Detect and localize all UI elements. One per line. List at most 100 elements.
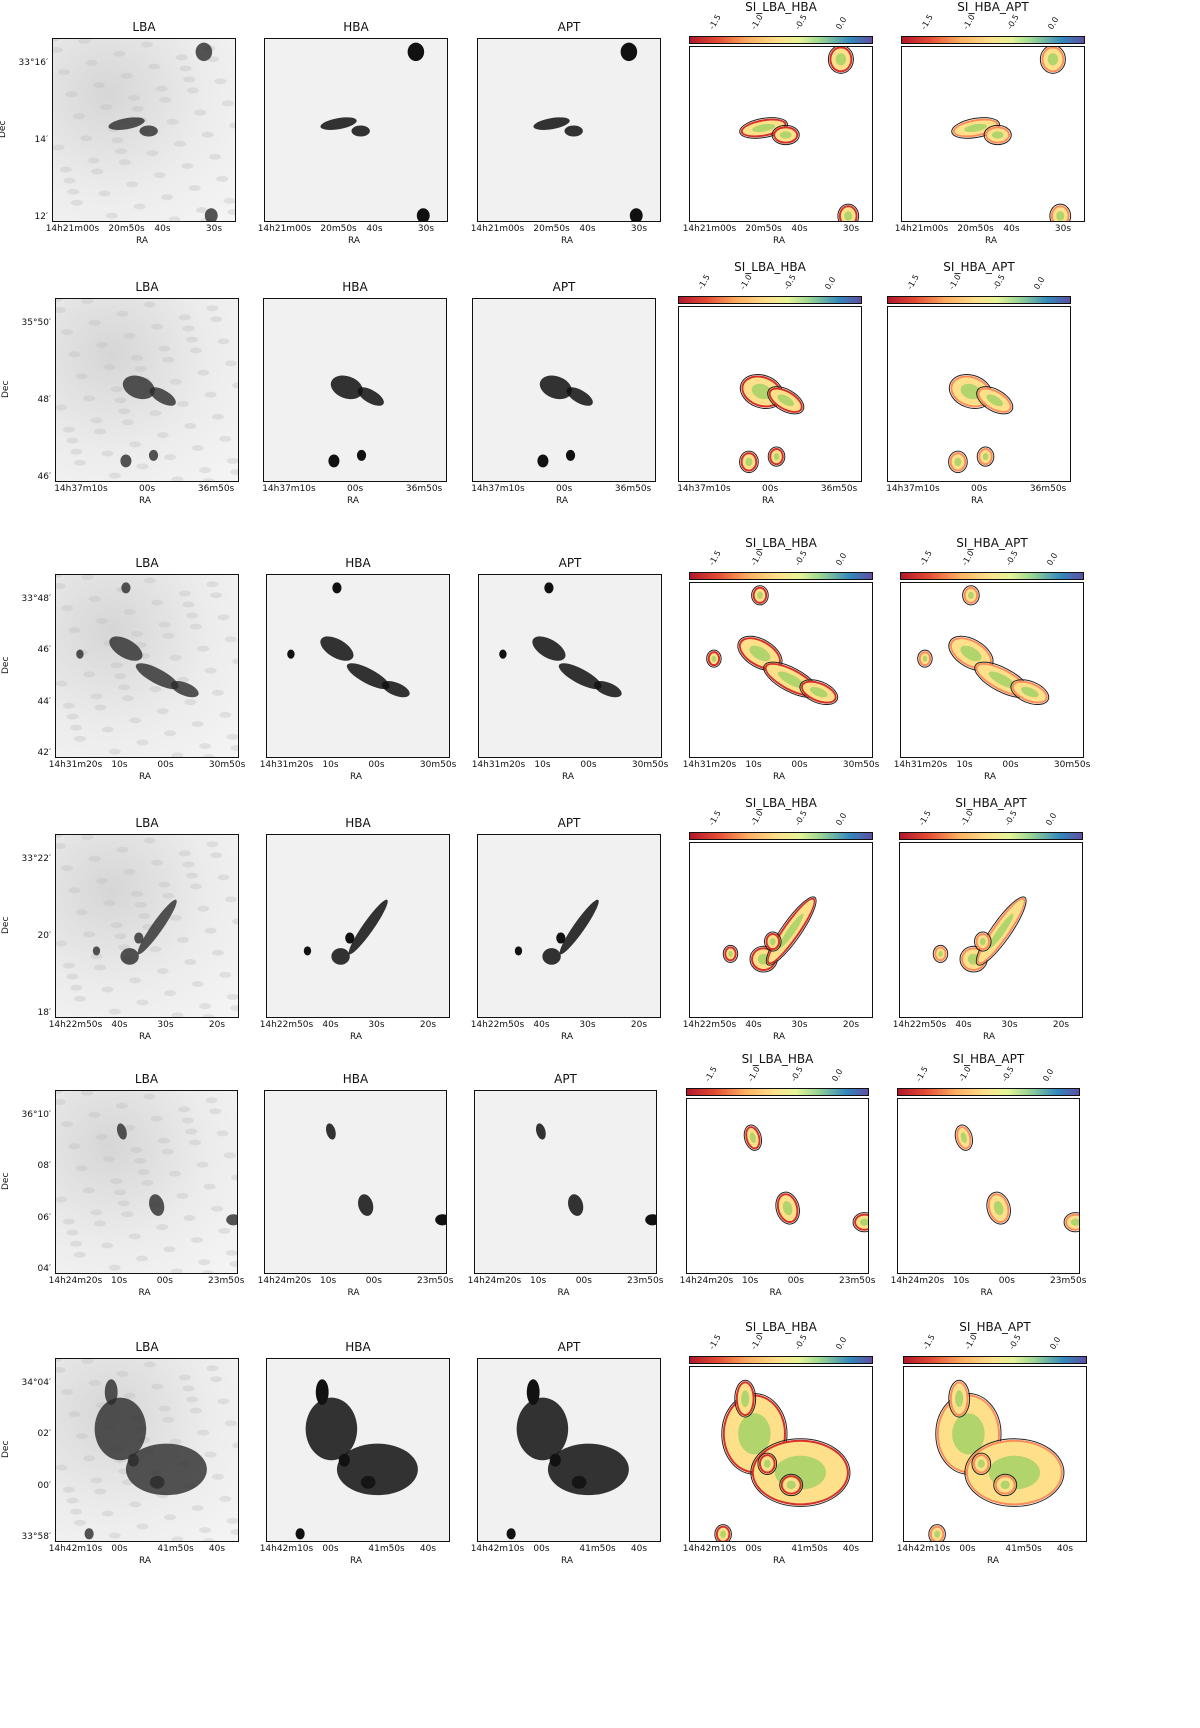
noise-speckle: [110, 1178, 123, 1185]
x-tick-label: 00s: [347, 484, 364, 494]
colorbar-tick-label: -0.5: [1004, 548, 1020, 567]
si-region-flat: [749, 1132, 757, 1144]
noise-speckle: [68, 351, 81, 358]
noise-speckle: [205, 1097, 218, 1104]
noise-speckle: [202, 1538, 215, 1541]
point-source: [204, 208, 218, 221]
panel-title: APT: [554, 1072, 577, 1086]
noise-speckle: [96, 342, 108, 348]
colorbar-tick-label: 0.0: [1031, 275, 1046, 291]
noise-speckle: [211, 1205, 224, 1212]
extended-emission: [539, 375, 572, 400]
radio-image: [477, 38, 661, 222]
noise-speckle: [197, 645, 210, 652]
extended-emission: [535, 1123, 546, 1140]
noise-speckle: [182, 325, 195, 332]
y-tick-label: 33°16′: [18, 58, 48, 68]
noise-speckle: [56, 299, 62, 302]
noise-speckle: [197, 1429, 210, 1436]
noise-speckle: [143, 1093, 156, 1100]
point-source: [127, 1453, 139, 1467]
noise-speckle: [190, 1237, 203, 1244]
extended-emission: [331, 948, 350, 965]
panel-title: LBA: [135, 556, 159, 570]
x-tick-label: 20m50s: [957, 224, 994, 234]
noise-speckle: [164, 990, 177, 997]
colorbar-tick-label: -1.0: [961, 12, 977, 31]
panel-si-hba-apt: SI_HBA_APT -1.5 -1.0 -0.5 0.0 14h22m50s 40s 30s…: [893, 796, 1083, 1042]
noise-speckle: [202, 1014, 215, 1017]
noise-speckle: [134, 365, 147, 372]
extended-emission: [320, 636, 354, 661]
extended-emission: [351, 125, 370, 137]
radio-image: [472, 298, 656, 482]
figure-row-4: LBA 33°22′ 20′ 18′ Dec 14h22m50s 40s 30s 20s RA HB…: [0, 796, 1200, 1042]
extended-emission: [532, 636, 566, 661]
x-tick-label: 00s: [365, 1276, 382, 1286]
noise-speckle: [103, 1156, 116, 1163]
si-region-flat: [1021, 686, 1039, 698]
x-tick-label: 10s: [111, 760, 128, 770]
noise-speckle: [133, 203, 146, 210]
x-tick-label: 40s: [154, 224, 171, 234]
x-axis-label: RA: [139, 1032, 152, 1042]
noise-speckle: [191, 445, 204, 452]
x-tick-label: 40s: [208, 1544, 226, 1554]
noise-speckle: [151, 599, 164, 606]
noise-speckle: [120, 72, 133, 79]
colorbar-tick-label: -1.5: [914, 1064, 931, 1083]
x-axis-label: RA: [987, 1556, 1000, 1566]
y-axis-label: Dec: [1, 380, 11, 398]
noise-speckle: [199, 1003, 212, 1010]
noise-speckle: [81, 835, 94, 840]
x-tick-label: 14h24m20s: [890, 1276, 945, 1286]
x-tick-label: 10s: [530, 1276, 547, 1286]
point-source: [356, 449, 367, 461]
x-tick-label: 23m50s: [1050, 1276, 1087, 1286]
point-source: [506, 1528, 516, 1540]
x-tick-label: 40s: [579, 224, 596, 234]
noise-speckle: [158, 345, 171, 352]
radio-image: [474, 1090, 657, 1274]
extended-emission: [533, 117, 570, 130]
y-tick-label: 12′: [34, 212, 49, 222]
contour-line: [739, 450, 759, 474]
extended-emission: [516, 1397, 569, 1461]
noise-speckle: [61, 865, 74, 872]
noise-speckle: [94, 704, 107, 711]
noise-speckle: [90, 693, 103, 700]
x-tick-label: 40s: [1056, 1544, 1074, 1554]
x-tick-label: 14h21m00s: [682, 224, 737, 234]
noise-speckle: [62, 962, 75, 969]
noise-speckle: [156, 708, 169, 715]
noise-speckle: [90, 1209, 103, 1216]
noise-speckle: [151, 323, 164, 330]
colorbar-tick-label: 0.0: [1045, 15, 1060, 31]
point-source: [407, 42, 425, 62]
noise-speckle: [136, 739, 149, 746]
x-tick-label: 00s: [556, 484, 573, 494]
contour-line: [779, 1473, 804, 1497]
point-source: [120, 454, 132, 468]
noise-speckle: [90, 1477, 103, 1484]
contour-line: [1010, 679, 1050, 706]
x-axis-label: RA: [561, 236, 574, 246]
noise-speckle: [128, 1233, 141, 1240]
contour-line: [974, 931, 992, 952]
noise-speckle: [96, 878, 108, 884]
colorbar-tick-label: -1.5: [706, 1332, 723, 1351]
x-tick-label: 40s: [111, 1020, 128, 1030]
y-axis-label: Dec: [1, 1440, 11, 1458]
contour-line: [986, 1191, 1011, 1225]
x-axis-label: RA: [347, 1288, 360, 1298]
noise-speckle: [179, 65, 192, 72]
noise-speckle: [101, 1242, 114, 1249]
si-region-flat: [751, 383, 772, 400]
spectral-index-map: [689, 1366, 873, 1542]
noise-speckle: [168, 216, 181, 221]
panel-lba: LBA 33°16′ 14′ 12′ Dec 14h21m00s 20m50s 40s 30s R…: [0, 20, 236, 246]
panel-title: SI_LBA_HBA: [745, 796, 817, 810]
extended-emission: [568, 1194, 584, 1216]
noise-speckle: [129, 977, 142, 984]
colorbar: [689, 832, 873, 840]
